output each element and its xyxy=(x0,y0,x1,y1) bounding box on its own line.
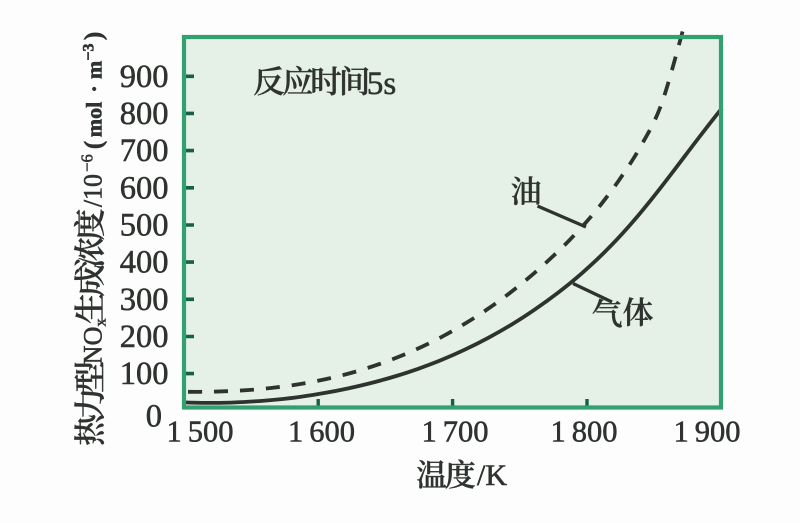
svg-text:1 700: 1 700 xyxy=(421,415,488,449)
svg-text:1 900: 1 900 xyxy=(673,415,740,449)
svg-text:): ) xyxy=(80,32,107,40)
svg-text:(: ( xyxy=(80,141,107,149)
svg-text:/: / xyxy=(78,199,107,207)
svg-text:400: 400 xyxy=(120,245,169,281)
svg-text:−3: −3 xyxy=(80,43,97,60)
svg-text:700: 700 xyxy=(120,133,169,169)
svg-text:x: x xyxy=(92,319,109,327)
svg-text:1 800: 1 800 xyxy=(550,415,617,449)
svg-text:900: 900 xyxy=(120,59,169,95)
svg-text:mol: mol xyxy=(81,102,106,137)
svg-text:·: · xyxy=(81,85,106,92)
svg-text:300: 300 xyxy=(120,282,169,318)
svg-text:O: O xyxy=(78,327,107,346)
svg-text:10: 10 xyxy=(78,174,107,200)
svg-text:600: 600 xyxy=(120,170,169,206)
svg-text:N: N xyxy=(78,345,107,364)
svg-text:m: m xyxy=(81,61,106,79)
svg-text:5s: 5s xyxy=(367,66,396,102)
svg-text:/K: /K xyxy=(477,459,507,492)
svg-text:500: 500 xyxy=(120,208,169,244)
svg-text:200: 200 xyxy=(120,319,169,355)
svg-text:1 600: 1 600 xyxy=(288,415,355,449)
svg-text:100: 100 xyxy=(120,356,169,392)
svg-text:−6: −6 xyxy=(77,154,96,172)
svg-text:800: 800 xyxy=(120,96,169,132)
svg-text:0: 0 xyxy=(146,399,162,435)
svg-text:1 500: 1 500 xyxy=(166,415,233,449)
